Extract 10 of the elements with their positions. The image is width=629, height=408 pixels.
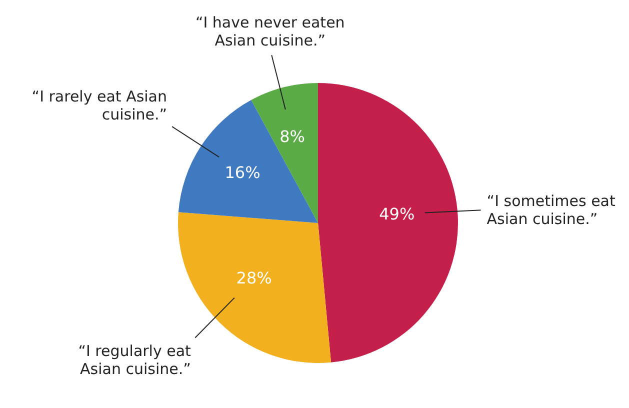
slice-label: “I regularly eat Asian cuisine.” [78,342,192,378]
data-label: 16% [224,162,260,182]
pie-slice [318,83,458,362]
data-label: 49% [379,204,415,224]
slice-label: “I rarely eat Asian cuisine.” [32,87,168,124]
slice-label: “I sometimes eat Asian cuisine.” [486,192,616,228]
pie-slice [178,100,318,223]
data-label: 28% [236,268,272,288]
slice-label: “I have never eaten Asian cuisine.” [195,13,345,50]
data-label: 8% [280,127,306,146]
